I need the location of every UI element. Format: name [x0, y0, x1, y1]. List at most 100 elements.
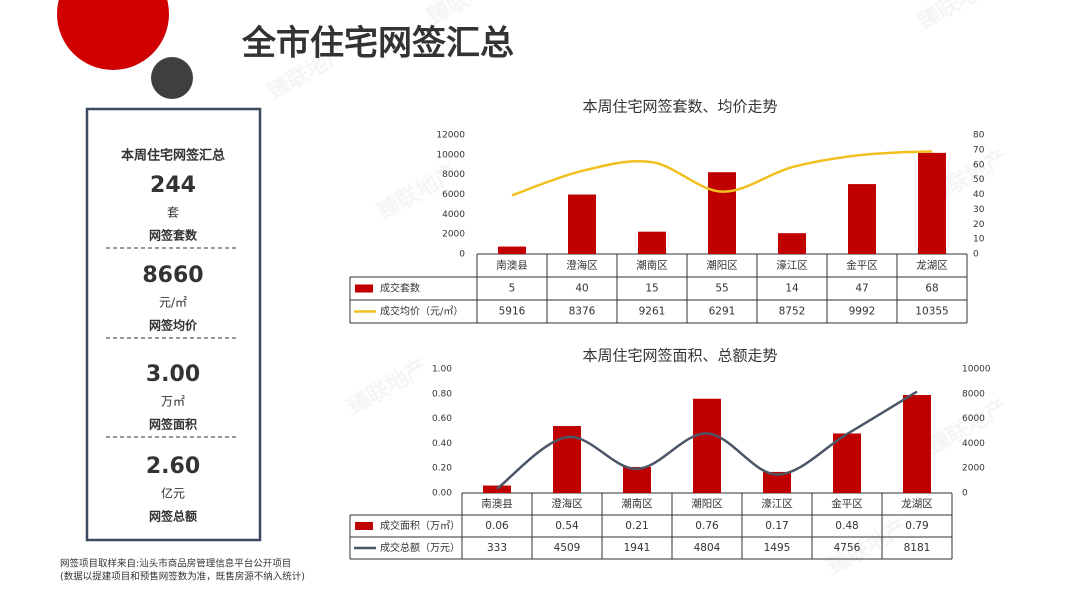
summary-unit: 套 — [167, 206, 179, 220]
category-label: 南澳县 — [496, 259, 528, 272]
y2-tick-label: 30 — [973, 205, 985, 215]
table-value: 9992 — [849, 306, 876, 318]
line — [496, 390, 918, 490]
table-value: 9261 — [639, 306, 666, 318]
legend-swatch — [355, 522, 373, 530]
table-value: 1495 — [764, 542, 791, 554]
bar — [693, 398, 721, 493]
y-tick-label: 0 — [459, 250, 465, 260]
category-label: 潮南区 — [621, 497, 653, 510]
y-tick-label: 10000 — [436, 150, 465, 160]
y2-tick-label: 20 — [973, 220, 985, 230]
y2-tick-label: 60 — [973, 160, 985, 170]
y2-tick-label: 0 — [973, 250, 979, 260]
legend-label: 成交面积（万㎡） — [380, 519, 460, 532]
table-value: 1941 — [624, 542, 651, 554]
legend-label: 成交总额（万元） — [380, 541, 460, 554]
summary-unit: 万㎡ — [161, 395, 185, 409]
footnote: 网签项目取样来自:汕头市商品房管理信息平台公开项目 — [60, 558, 291, 570]
table-value: 8752 — [779, 306, 806, 318]
summary-title: 本周住宅网签汇总 — [121, 148, 225, 164]
bar — [778, 233, 806, 254]
summary-label: 网签总额 — [149, 509, 197, 524]
table-value: 10355 — [915, 306, 948, 318]
y2-tick-label: 0 — [962, 489, 968, 499]
category-label: 龙湖区 — [901, 497, 933, 510]
category-label: 濠江区 — [761, 497, 793, 510]
y-tick-label: 8000 — [442, 170, 465, 180]
table-value: 0.48 — [835, 520, 858, 532]
chart-title: 本周住宅网签套数、均价走势 — [582, 98, 777, 116]
bar — [903, 395, 931, 493]
y-tick-label: 6000 — [442, 190, 465, 200]
y2-tick-label: 10000 — [962, 365, 991, 375]
slide-title: 全市住宅网签汇总 — [241, 24, 514, 64]
y2-tick-label: 80 — [973, 131, 985, 141]
line — [511, 150, 933, 197]
y2-tick-label: 70 — [973, 145, 985, 155]
table-value: 14 — [785, 283, 799, 295]
legend-label: 成交套数 — [380, 282, 420, 295]
summary-card — [85, 107, 262, 542]
y2-tick-label: 6000 — [962, 414, 985, 424]
y2-tick-label: 2000 — [962, 464, 985, 474]
category-label: 澄海区 — [551, 497, 583, 510]
table-value: 333 — [487, 542, 507, 554]
summary-unit: 元/㎡ — [159, 296, 187, 310]
bar — [483, 485, 511, 493]
table-value: 6291 — [709, 306, 736, 318]
footnote: (数据以提建项目和预售网签数为准，既售房源不纳入统计) — [60, 571, 305, 583]
table-value: 0.21 — [625, 520, 648, 532]
summary-value: 8660 — [142, 263, 203, 288]
category-label: 龙湖区 — [916, 259, 948, 272]
summary-label: 网签套数 — [149, 228, 198, 243]
summary-unit: 亿元 — [161, 486, 185, 501]
legend-label: 成交均价（元/㎡） — [380, 305, 463, 318]
table-value: 8181 — [904, 542, 931, 554]
summary-value: 2.60 — [146, 454, 200, 479]
bar — [708, 172, 736, 254]
summary-value: 3.00 — [146, 362, 200, 387]
y-tick-label: 2000 — [442, 230, 465, 240]
bar — [498, 246, 526, 254]
bar — [763, 471, 791, 493]
table-value: 0.79 — [905, 520, 928, 532]
table-value: 0.17 — [765, 520, 788, 532]
table-value: 55 — [715, 283, 728, 295]
category-label: 潮阳区 — [691, 497, 723, 510]
chart: 本周住宅网签套数、均价走势 0 2000 4000 6000 8000 10000 12000… — [349, 98, 985, 324]
table-value: 0.76 — [695, 520, 719, 532]
deco-circle — [57, 0, 169, 70]
bar — [638, 231, 666, 254]
table-value: 5916 — [499, 306, 526, 318]
category-label: 潮南区 — [636, 259, 668, 272]
table-value: 5 — [509, 283, 516, 295]
y-tick-label: 0.80 — [432, 389, 452, 399]
bar — [918, 152, 946, 254]
y-tick-label: 12000 — [436, 131, 465, 141]
summary-label: 网签面积 — [149, 417, 197, 432]
category-label: 澄海区 — [566, 259, 598, 272]
chart-title: 本周住宅网签面积、总额走势 — [582, 347, 777, 365]
y-tick-label: 0.00 — [432, 489, 452, 499]
y2-tick-label: 40 — [973, 190, 985, 200]
category-label: 金平区 — [846, 259, 878, 272]
y2-tick-label: 8000 — [962, 389, 985, 399]
deco-circle — [151, 57, 193, 99]
table-value: 8376 — [569, 306, 596, 318]
table-value: 40 — [575, 283, 588, 295]
y2-tick-label: 50 — [973, 175, 985, 185]
table-value: 0.06 — [485, 520, 509, 532]
bar — [848, 184, 876, 254]
bar — [623, 466, 651, 493]
summary-label: 网签均价 — [149, 318, 198, 333]
category-label: 潮阳区 — [706, 259, 738, 272]
y-tick-label: 1.00 — [432, 365, 452, 375]
y2-tick-label: 4000 — [962, 439, 985, 449]
y-tick-label: 0.60 — [432, 414, 452, 424]
bar — [833, 433, 861, 493]
table-value: 4509 — [554, 542, 581, 554]
y2-tick-label: 10 — [973, 235, 985, 245]
